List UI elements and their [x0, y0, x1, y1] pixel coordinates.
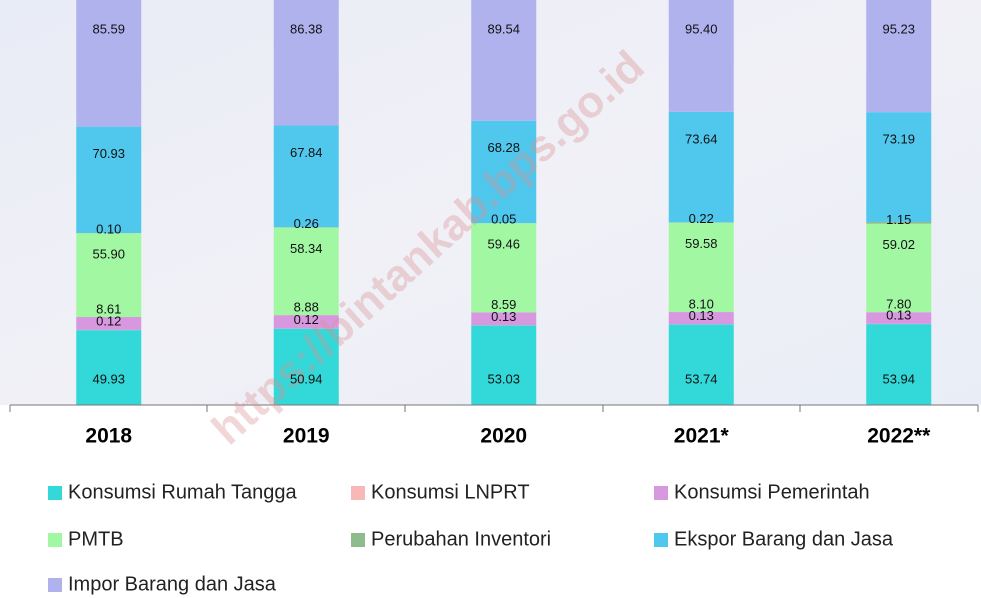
bar-segment — [273, 0, 339, 126]
bar-segment — [471, 0, 537, 121]
bar-segment — [471, 312, 537, 326]
value-label: 59.58 — [685, 236, 718, 251]
legend-swatch — [48, 533, 62, 547]
legend-label: Konsumsi LNPRT — [371, 481, 530, 503]
value-label: 0.13 — [491, 309, 516, 324]
value-label: 8.59 — [491, 297, 516, 312]
bar-segment — [866, 0, 932, 113]
legend-label: Konsumsi Rumah Tangga — [68, 481, 298, 503]
value-label: 59.02 — [882, 237, 915, 252]
value-label: 8.88 — [294, 300, 319, 315]
value-label: 1.15 — [886, 212, 911, 227]
value-label: 0.13 — [886, 308, 911, 323]
legend-swatch — [351, 533, 365, 547]
value-label: 0.12 — [294, 312, 319, 327]
bar-segment — [866, 112, 932, 222]
value-label: 0.05 — [491, 212, 516, 227]
bar-segment — [471, 120, 537, 224]
value-label: 58.34 — [290, 241, 323, 256]
value-label: 89.54 — [487, 21, 520, 36]
legend-label: PMTB — [68, 528, 124, 550]
value-label: 86.38 — [290, 21, 323, 36]
value-label: 95.40 — [685, 21, 718, 36]
bar-segment — [668, 222, 734, 313]
value-label: 85.59 — [92, 21, 125, 36]
legend-label: Ekspor Barang dan Jasa — [674, 528, 894, 550]
value-label: 67.84 — [290, 145, 323, 160]
x-tick-label: 2021* — [674, 425, 730, 448]
bar-segment — [668, 324, 734, 405]
value-label: 95.23 — [882, 21, 915, 36]
legend-swatch — [654, 486, 668, 500]
bar-segment — [273, 227, 339, 316]
bar-segment — [668, 312, 734, 325]
value-label: 68.28 — [487, 140, 520, 155]
value-label: 70.93 — [92, 146, 125, 161]
value-label: 73.19 — [882, 132, 915, 147]
bar-segment — [866, 223, 932, 313]
bar-segment — [76, 233, 142, 318]
value-label: 7.80 — [886, 297, 911, 312]
bar-segment — [471, 325, 537, 405]
value-label: 50.94 — [290, 371, 323, 386]
value-label: 49.93 — [92, 371, 125, 386]
value-label: 0.22 — [689, 211, 714, 226]
bar-segment — [76, 126, 142, 234]
value-label: 73.64 — [685, 131, 718, 146]
bar-segment — [866, 312, 932, 324]
bars — [76, 0, 932, 405]
x-tick-label: 2022** — [867, 425, 931, 448]
bar-segment — [668, 111, 734, 223]
legend-swatch — [654, 533, 668, 547]
bar-segment — [866, 221, 932, 224]
value-label: 53.74 — [685, 371, 718, 386]
x-tick-label: 2018 — [85, 425, 132, 448]
bar-segment — [668, 0, 734, 112]
bar-segment — [76, 330, 142, 405]
value-label: 8.61 — [96, 301, 121, 316]
bar-segment — [273, 328, 339, 405]
legend-label: Perubahan Inventori — [371, 528, 551, 550]
value-label: 0.13 — [689, 308, 714, 323]
bar-segment — [273, 125, 339, 228]
x-tick-label: 2019 — [283, 425, 330, 448]
x-tick-label: 2020 — [480, 425, 527, 448]
bar-segment — [273, 315, 339, 329]
bar-segment — [76, 317, 142, 330]
value-label: 53.94 — [882, 371, 915, 386]
legend-swatch — [48, 578, 62, 592]
bar-segment — [471, 223, 537, 313]
value-label: 59.46 — [487, 237, 520, 252]
value-label: 0.12 — [96, 314, 121, 329]
legend-label: Impor Barang dan Jasa — [68, 573, 277, 595]
value-label: 53.03 — [487, 371, 520, 386]
value-label: 0.10 — [96, 222, 121, 237]
value-label: 55.90 — [92, 247, 125, 262]
bar-segment — [76, 0, 142, 127]
value-label: 0.26 — [294, 216, 319, 231]
x-axis-ticks — [9, 405, 979, 412]
legend-swatch — [351, 486, 365, 500]
value-label: 8.10 — [689, 296, 714, 311]
bar-segment — [866, 324, 932, 405]
legend-label: Konsumsi Pemerintah — [674, 481, 870, 503]
legend-swatch — [48, 486, 62, 500]
